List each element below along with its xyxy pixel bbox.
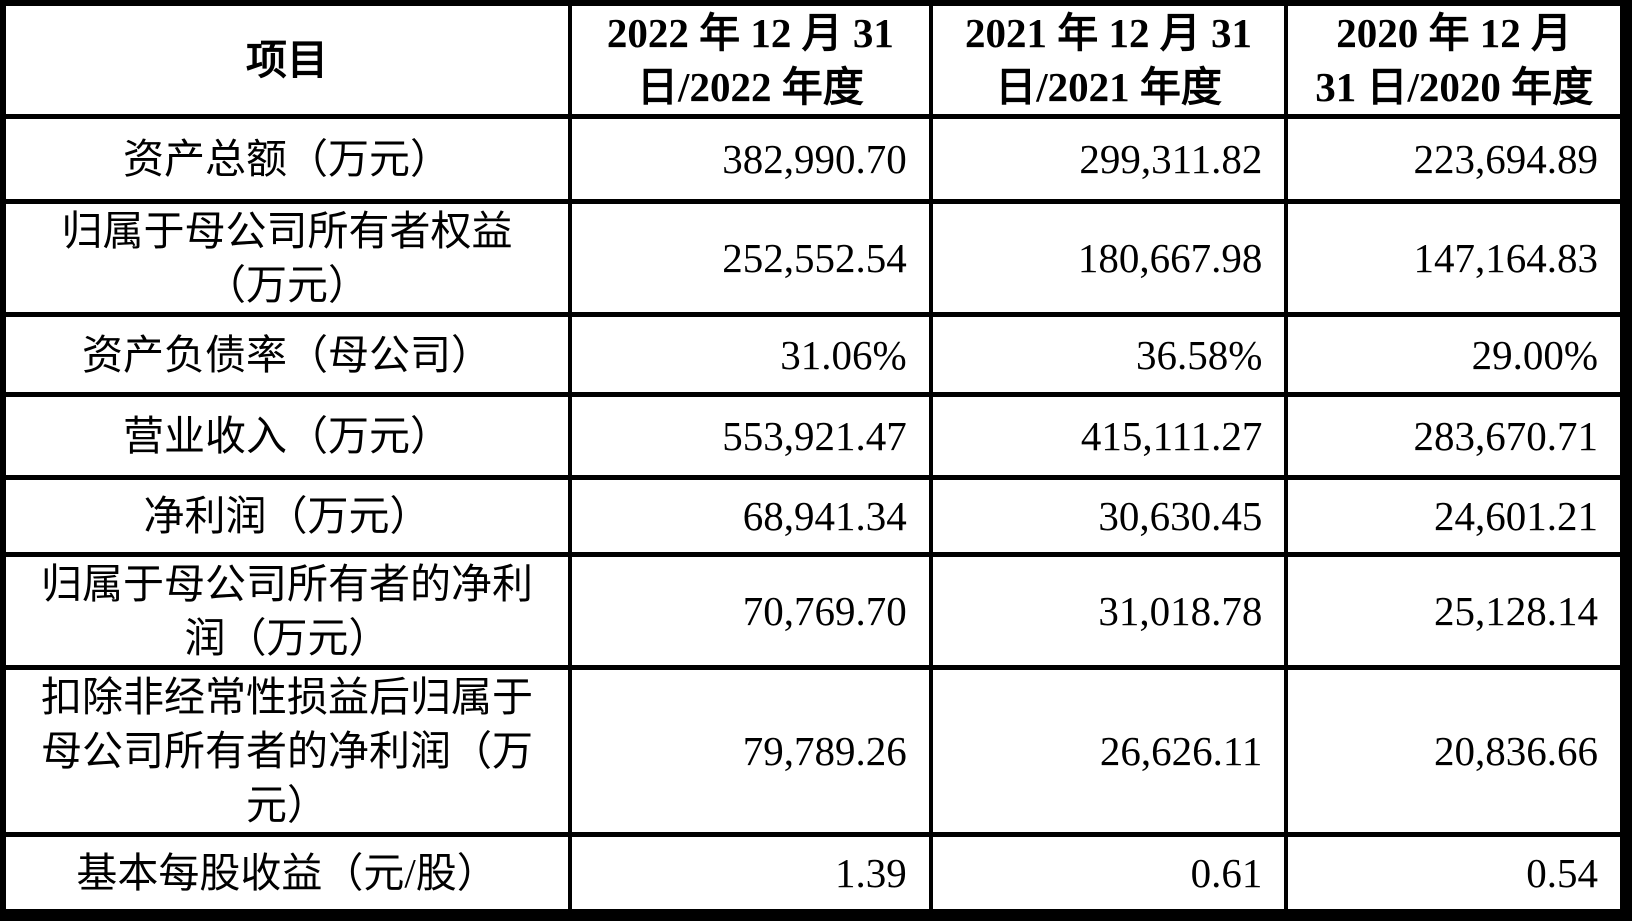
- cell-value: 79,789.26: [568, 665, 933, 837]
- cell-value: 223,694.89: [1284, 114, 1628, 204]
- cell-value: 180,667.98: [928, 199, 1289, 317]
- row-label: 资产总额（万元）: [0, 114, 573, 204]
- cell-value: 24,601.21: [1284, 475, 1628, 557]
- cell-value: 0.54: [1284, 832, 1628, 917]
- row-label: 归属于母公司所有者的净利 润（万元）: [0, 552, 573, 670]
- cell-value: 553,921.47: [568, 392, 933, 480]
- table-row-basic-eps: 基本每股收益（元/股） 1.39 0.61 0.54: [0, 832, 1628, 917]
- row-label: 基本每股收益（元/股）: [0, 832, 573, 917]
- cell-value: 31,018.78: [928, 552, 1289, 670]
- header-cell-2020: 2020 年 12 月 31 日/2020 年度: [1284, 0, 1628, 119]
- cell-value: 70,769.70: [568, 552, 933, 670]
- header-item-label: 项目: [246, 37, 329, 83]
- table-row-debt-ratio: 资产负债率（母公司） 31.06% 36.58% 29.00%: [0, 312, 1628, 397]
- cell-value: 29.00%: [1284, 312, 1628, 397]
- table-row-net-profit: 净利润（万元） 68,941.34 30,630.45 24,601.21: [0, 475, 1628, 557]
- header-cell-2021: 2021 年 12 月 31 日/2021 年度: [928, 0, 1289, 119]
- cell-value: 26,626.11: [928, 665, 1289, 837]
- row-label: 扣除非经常性损益后归属于 母公司所有者的净利润（万 元）: [0, 665, 573, 837]
- cell-value: 415,111.27: [928, 392, 1289, 480]
- cell-value: 68,941.34: [568, 475, 933, 557]
- header-cell-2022: 2022 年 12 月 31 日/2022 年度: [568, 0, 933, 119]
- table-row-deducted-net-profit: 扣除非经常性损益后归属于 母公司所有者的净利润（万 元） 79,789.26 2…: [0, 665, 1628, 837]
- cell-value: 30,630.45: [928, 475, 1289, 557]
- cell-value: 31.06%: [568, 312, 933, 397]
- row-label: 净利润（万元）: [0, 475, 573, 557]
- cell-value: 20,836.66: [1284, 665, 1628, 837]
- table-row-parent-equity: 归属于母公司所有者权益 （万元） 252,552.54 180,667.98 1…: [0, 199, 1628, 317]
- row-label: 营业收入（万元）: [0, 392, 573, 480]
- table-row-total-assets: 资产总额（万元） 382,990.70 299,311.82 223,694.8…: [0, 114, 1628, 204]
- cell-value: 147,164.83: [1284, 199, 1628, 317]
- table-row-parent-net-profit: 归属于母公司所有者的净利 润（万元） 70,769.70 31,018.78 2…: [0, 552, 1628, 670]
- cell-value: 382,990.70: [568, 114, 933, 204]
- cell-value: 1.39: [568, 832, 933, 917]
- header-row: 项目 2022 年 12 月 31 日/2022 年度 2021 年 12 月 …: [0, 0, 1628, 119]
- cell-value: 25,128.14: [1284, 552, 1628, 670]
- table-row-operating-revenue: 营业收入（万元） 553,921.47 415,111.27 283,670.7…: [0, 392, 1628, 480]
- header-cell-item: 项目: [0, 0, 573, 119]
- cell-value: 299,311.82: [928, 114, 1289, 204]
- row-label: 资产负债率（母公司）: [0, 312, 573, 397]
- cell-value: 252,552.54: [568, 199, 933, 317]
- cell-value: 36.58%: [928, 312, 1289, 397]
- cell-value: 0.61: [928, 832, 1289, 917]
- row-label: 归属于母公司所有者权益 （万元）: [0, 199, 573, 317]
- cell-value: 283,670.71: [1284, 392, 1628, 480]
